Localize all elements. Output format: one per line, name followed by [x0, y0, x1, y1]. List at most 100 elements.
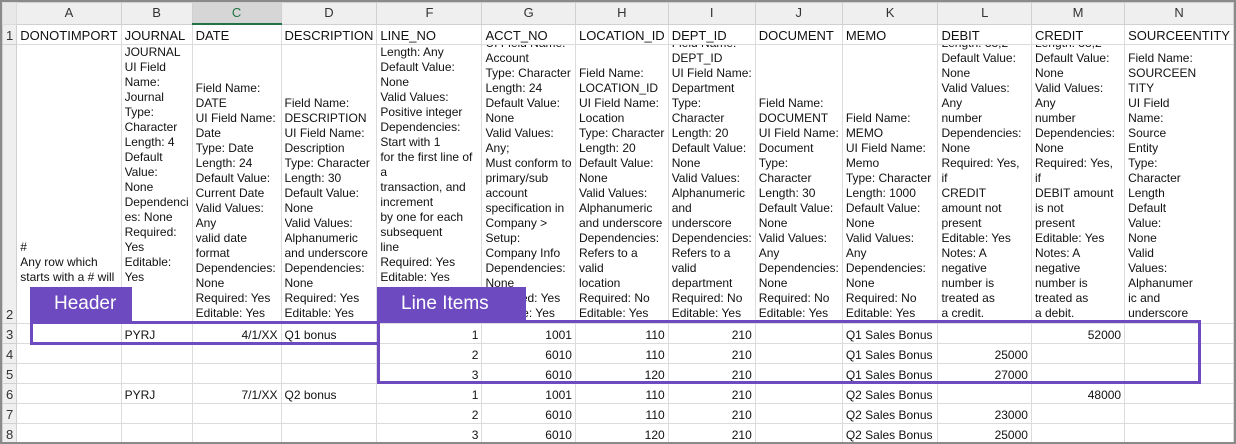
column-header-m[interactable]: M [1030, 2, 1126, 25]
column-header-n[interactable]: N [1124, 2, 1234, 25]
field-description-cell[interactable]: Field Name: JOURNAL UI Field Name: Journ… [120, 44, 193, 324]
field-name-cell[interactable]: DONOTIMPORT [16, 23, 122, 45]
cell-g[interactable]: 6010 [481, 423, 576, 442]
field-description-cell[interactable]: Field Name: DEPT_ID UI Field Name: Depar… [667, 44, 756, 324]
field-name-cell[interactable]: LINE_NO [376, 23, 483, 45]
cell-n[interactable] [1124, 383, 1234, 404]
row-header[interactable]: 8 [2, 423, 18, 442]
field-name-cell[interactable]: DEBIT [937, 23, 1032, 45]
cell-b[interactable] [120, 403, 193, 424]
cell-a[interactable] [16, 343, 122, 364]
cell-c[interactable]: 4/1/XX [191, 323, 282, 344]
field-description-cell[interactable]: Field Name: LOCATION_ID UI Field Name: L… [574, 44, 669, 324]
cell-d[interactable]: Q2 bonus [280, 383, 378, 404]
cell-j[interactable] [754, 383, 843, 404]
field-description-cell[interactable]: Field Name: LINE_NO UI Field Name: No fi… [376, 44, 483, 324]
cell-b[interactable] [120, 363, 193, 384]
cell-l[interactable] [937, 383, 1032, 404]
field-description-cell[interactable]: Field Name: DESCRIPTION UI Field Name: D… [280, 44, 378, 324]
cell-i[interactable]: 210 [667, 423, 756, 442]
cell-h[interactable]: 110 [574, 403, 669, 424]
row-header[interactable]: 3 [2, 323, 18, 344]
cell-c[interactable] [191, 423, 282, 442]
cell-b[interactable]: PYRJ [120, 383, 193, 404]
cell-d[interactable] [280, 343, 378, 364]
cell-f[interactable]: 1 [376, 383, 483, 404]
cell-c[interactable]: 7/1/XX [191, 383, 282, 404]
cell-m[interactable]: 52000 [1030, 323, 1126, 344]
column-header-c[interactable]: C [191, 2, 282, 25]
column-header-h[interactable]: H [574, 2, 669, 25]
cell-b[interactable] [120, 423, 193, 442]
field-description-cell[interactable]: Field Name: SOURCEEN TITY UI Field Name:… [1124, 44, 1234, 324]
field-description-cell[interactable]: Field Name: DATE UI Field Name: Date Typ… [191, 44, 282, 324]
field-name-cell[interactable]: SOURCEENTITY [1124, 23, 1234, 45]
field-name-cell[interactable]: DOCUMENT [754, 23, 843, 45]
cell-l[interactable]: 23000 [937, 403, 1032, 424]
field-name-cell[interactable]: DATE [191, 23, 282, 45]
cell-j[interactable] [754, 403, 843, 424]
row-header[interactable]: 2 [2, 44, 18, 324]
row-header[interactable]: 6 [2, 383, 18, 404]
row-header[interactable]: 7 [2, 403, 18, 424]
cell-d[interactable] [280, 403, 378, 424]
cell-i[interactable]: 210 [667, 383, 756, 404]
cell-c[interactable] [191, 363, 282, 384]
cell-a[interactable] [16, 363, 122, 384]
cell-c[interactable] [191, 343, 282, 364]
cell-f[interactable]: 3 [376, 423, 483, 442]
cell-b[interactable] [120, 343, 193, 364]
column-header-j[interactable]: J [754, 2, 843, 25]
column-header-l[interactable]: L [937, 2, 1032, 25]
field-name-cell[interactable]: DEPT_ID [667, 23, 756, 45]
column-header-d[interactable]: D [280, 2, 378, 25]
cell-a[interactable] [16, 403, 122, 424]
cell-h[interactable]: 110 [574, 383, 669, 404]
field-description-cell[interactable]: Field Name: DEBIT UI Field Name: Debit T… [937, 44, 1032, 324]
field-name-cell[interactable]: CREDIT [1030, 23, 1126, 45]
cell-a[interactable] [16, 423, 122, 442]
cell-n[interactable] [1124, 403, 1234, 424]
cell-l[interactable]: 27000 [937, 363, 1032, 384]
field-description-cell[interactable]: # Any row which starts with a # will [16, 44, 122, 324]
field-description-cell[interactable]: Field Name: DOCUMENT UI Field Name: Docu… [754, 44, 843, 324]
cell-b[interactable]: PYRJ [120, 323, 193, 344]
field-description-cell[interactable]: Field Name: MEMO UI Field Name: Memo Typ… [841, 44, 939, 324]
row-header[interactable]: 5 [2, 363, 18, 384]
field-name-cell[interactable]: JOURNAL [120, 23, 193, 45]
cell-g[interactable]: 1001 [481, 383, 576, 404]
cell-l[interactable]: 25000 [937, 423, 1032, 442]
cell-i[interactable]: 210 [667, 403, 756, 424]
column-header-f[interactable]: F [376, 2, 483, 25]
column-header-b[interactable]: B [120, 2, 193, 25]
cell-m[interactable] [1030, 423, 1126, 442]
cell-g[interactable]: 6010 [481, 403, 576, 424]
field-description-cell[interactable]: Field Name: ACCT_NO UI Field Name: Accou… [481, 44, 576, 324]
column-header-g[interactable]: G [481, 2, 576, 25]
cell-m[interactable] [1030, 403, 1126, 424]
row-header[interactable]: 4 [2, 343, 18, 364]
cell-a[interactable] [16, 383, 122, 404]
field-description-cell[interactable]: Field Name: CREDIT UI Field Name: Credit… [1030, 44, 1126, 324]
cell-i[interactable]: 210 [667, 363, 756, 384]
column-header-i[interactable]: I [667, 2, 756, 25]
cell-h[interactable]: 120 [574, 423, 669, 442]
cell-d[interactable] [280, 423, 378, 442]
cell-k[interactable]: Q2 Sales Bonus [841, 423, 939, 442]
cell-m[interactable]: 48000 [1030, 383, 1126, 404]
select-all-corner[interactable] [2, 2, 18, 25]
column-header-k[interactable]: K [841, 2, 939, 25]
cell-k[interactable]: Q2 Sales Bonus [841, 383, 939, 404]
field-name-cell[interactable]: MEMO [841, 23, 939, 45]
row-header[interactable]: 1 [2, 23, 18, 45]
field-name-cell[interactable]: LOCATION_ID [574, 23, 669, 45]
cell-d[interactable] [280, 363, 378, 384]
cell-f[interactable]: 2 [376, 403, 483, 424]
cell-j[interactable] [754, 423, 843, 442]
cell-n[interactable] [1124, 423, 1234, 442]
field-name-cell[interactable]: DESCRIPTION [280, 23, 378, 45]
column-header-a[interactable]: A [16, 2, 122, 25]
cell-h[interactable]: 110 [574, 343, 669, 364]
cell-k[interactable]: Q1 Sales Bonus [841, 363, 939, 384]
cell-c[interactable] [191, 403, 282, 424]
